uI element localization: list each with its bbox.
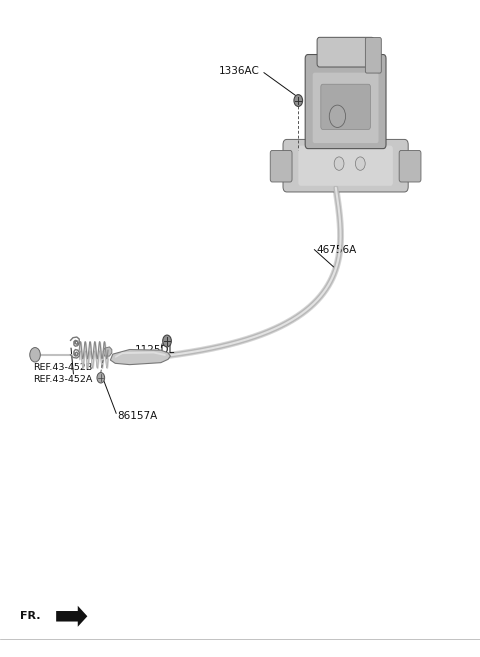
- Circle shape: [163, 335, 171, 347]
- Polygon shape: [110, 350, 170, 365]
- FancyBboxPatch shape: [305, 55, 386, 148]
- Text: 46756A: 46756A: [317, 244, 357, 255]
- Text: FR.: FR.: [20, 611, 41, 622]
- Text: 1125DL: 1125DL: [134, 345, 175, 355]
- Polygon shape: [103, 347, 112, 356]
- Circle shape: [334, 157, 344, 170]
- FancyBboxPatch shape: [283, 139, 408, 192]
- Text: REF.43-452B: REF.43-452B: [33, 363, 92, 373]
- FancyBboxPatch shape: [312, 73, 379, 143]
- FancyBboxPatch shape: [321, 84, 371, 129]
- FancyBboxPatch shape: [298, 146, 393, 186]
- Circle shape: [329, 105, 346, 127]
- FancyBboxPatch shape: [365, 37, 381, 73]
- Polygon shape: [115, 351, 166, 358]
- Text: 86157A: 86157A: [118, 411, 158, 421]
- FancyBboxPatch shape: [317, 37, 374, 67]
- Circle shape: [97, 373, 105, 383]
- Polygon shape: [56, 606, 87, 627]
- Circle shape: [30, 348, 40, 362]
- Circle shape: [294, 95, 302, 106]
- FancyBboxPatch shape: [270, 150, 292, 182]
- Text: REF.43-452A: REF.43-452A: [33, 375, 92, 384]
- Circle shape: [355, 157, 365, 170]
- Text: 1336AC: 1336AC: [218, 66, 259, 76]
- FancyBboxPatch shape: [399, 150, 421, 182]
